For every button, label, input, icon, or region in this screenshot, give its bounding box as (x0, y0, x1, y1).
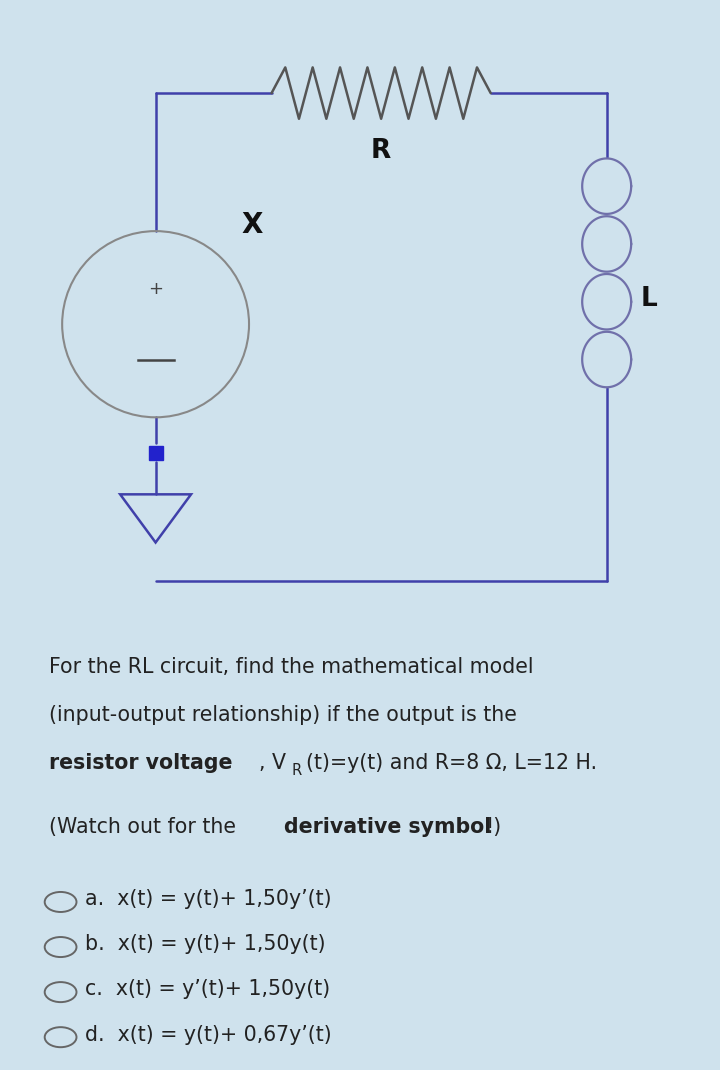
Text: L: L (640, 286, 657, 311)
Text: (input-output relationship) if the output is the: (input-output relationship) if the outpu… (49, 705, 516, 724)
Text: resistor voltage: resistor voltage (49, 752, 232, 773)
Text: R: R (371, 138, 391, 164)
Text: (Watch out for the: (Watch out for the (49, 817, 242, 838)
Text: , V: , V (259, 752, 287, 773)
Text: X: X (242, 211, 263, 239)
Text: d.  x(t) = y(t)+ 0,67y’(t): d. x(t) = y(t)+ 0,67y’(t) (85, 1025, 332, 1044)
Text: c.  x(t) = y’(t)+ 1,50y(t): c. x(t) = y’(t)+ 1,50y(t) (85, 979, 330, 999)
Text: +: + (148, 280, 163, 297)
Text: !): !) (486, 817, 502, 838)
Text: R: R (291, 763, 302, 778)
Text: For the RL circuit, find the mathematical model: For the RL circuit, find the mathematica… (49, 657, 534, 676)
Bar (148, 445, 163, 460)
Text: b.  x(t) = y(t)+ 1,50y(t): b. x(t) = y(t)+ 1,50y(t) (85, 934, 325, 954)
Text: a.  x(t) = y(t)+ 1,50y’(t): a. x(t) = y(t)+ 1,50y’(t) (85, 889, 332, 910)
Text: derivative symbol: derivative symbol (284, 817, 491, 838)
Text: (t)=y(t) and R=8 Ω, L=12 H.: (t)=y(t) and R=8 Ω, L=12 H. (306, 752, 597, 773)
